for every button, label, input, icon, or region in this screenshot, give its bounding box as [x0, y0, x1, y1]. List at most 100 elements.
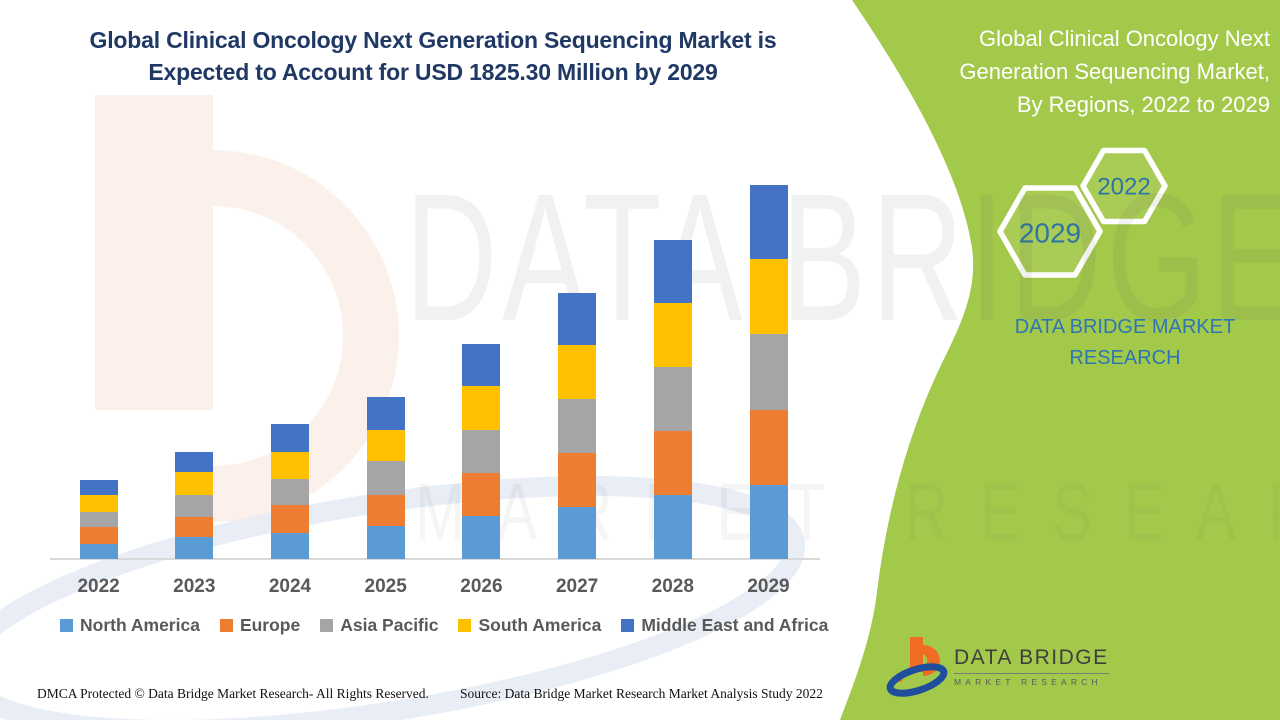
- bar-2028: [653, 239, 692, 559]
- bar-segment-south-america: [749, 259, 788, 335]
- side-panel-title-line2: Generation Sequencing Market,: [959, 59, 1270, 84]
- logo-name: DATA BRIDGE: [954, 646, 1109, 674]
- bar-2025: [366, 397, 405, 559]
- bar-segment-europe: [558, 452, 597, 508]
- page-title-line2: Expected to Account for USD 1825.30 Mill…: [148, 59, 718, 85]
- page-title: Global Clinical Oncology Next Generation…: [0, 24, 866, 88]
- hexagon-2022-label: 2022: [1097, 174, 1150, 201]
- bar-segment-asia-pacific: [558, 399, 597, 453]
- x-axis-label-2023: 2023: [173, 576, 216, 597]
- bar-segment-middle-east-and-africa: [749, 184, 788, 260]
- bar-2023: [175, 452, 214, 559]
- x-axis-label-2022: 2022: [77, 576, 120, 597]
- bar-segment-asia-pacific: [462, 430, 501, 474]
- x-axis-label-2025: 2025: [364, 576, 407, 597]
- logo-subtitle: MARKET RESEARCH: [954, 677, 1102, 687]
- data-bridge-logo-words: DATA BRIDGE MARKET RESEARCH: [954, 646, 1109, 687]
- x-axis-line: [50, 558, 820, 560]
- bar-segment-middle-east-and-africa: [175, 452, 214, 472]
- legend-swatch-icon: [458, 619, 472, 632]
- bar-segment-south-america: [558, 345, 597, 400]
- bar-segment-middle-east-and-africa: [79, 479, 118, 496]
- logo-b-watermark-stem: [95, 95, 213, 410]
- dmca-notice: DMCA Protected © Data Bridge Market Rese…: [37, 686, 429, 701]
- bar-segment-asia-pacific: [79, 511, 118, 528]
- bar-segment-asia-pacific: [653, 367, 692, 431]
- bar-segment-europe: [653, 430, 692, 495]
- bar-segment-europe: [79, 527, 118, 545]
- bar-segment-asia-pacific: [749, 334, 788, 410]
- legend-item-asia-pacific: Asia Pacific: [320, 615, 438, 636]
- legend-item-north-america: North America: [60, 615, 200, 636]
- bar-segment-north-america: [462, 515, 501, 559]
- x-axis-label-2027: 2027: [555, 576, 599, 597]
- brand-name-line2: RESEARCH: [1069, 347, 1181, 369]
- bar-segment-middle-east-and-africa: [271, 424, 309, 452]
- x-axis-label-2026: 2026: [460, 576, 503, 597]
- bar-2026: [462, 343, 501, 559]
- bar-segment-north-america: [79, 544, 118, 559]
- bar-segment-south-america: [653, 303, 692, 368]
- bar-segment-europe: [462, 473, 501, 516]
- legend-label: Asia Pacific: [340, 615, 439, 635]
- bar-segment-north-america: [653, 494, 692, 559]
- bar-segment-south-america: [462, 386, 501, 431]
- bar-segment-europe: [366, 494, 405, 526]
- legend-swatch-icon: [219, 619, 233, 632]
- bar-2022: [79, 479, 118, 559]
- legend-swatch-icon: [621, 619, 635, 632]
- bar-segment-south-america: [271, 451, 309, 480]
- bar-segment-north-america: [271, 532, 309, 559]
- bar-segment-middle-east-and-africa: [366, 397, 405, 431]
- bar-segment-north-america: [749, 485, 788, 559]
- bar-segment-europe: [271, 505, 309, 533]
- brand-name-text: DATA BRIDGE MARKET RESEARCH: [960, 312, 1280, 374]
- legend-item-europe: Europe: [219, 615, 301, 636]
- side-panel-title: Global Clinical Oncology Next Generation…: [900, 22, 1270, 121]
- bar-segment-asia-pacific: [271, 479, 309, 506]
- source-note: Source: Data Bridge Market Research Mark…: [460, 686, 823, 701]
- x-axis-label-2024: 2024: [268, 576, 312, 597]
- legend-label: Middle East and Africa: [641, 615, 829, 635]
- legend-label: North America: [80, 615, 200, 635]
- bar-segment-asia-pacific: [366, 460, 405, 495]
- legend-item-middle-east-and-africa: Middle East and Africa: [621, 615, 828, 636]
- chart-legend: North America Europe Asia Pacific South Ame…: [60, 615, 828, 636]
- logo-swoosh-watermark: [0, 476, 806, 720]
- bar-2027: [558, 292, 597, 559]
- bar-segment-south-america: [79, 495, 118, 512]
- bar-2029: [749, 184, 788, 559]
- legend-label: Europe: [239, 615, 301, 635]
- hexagon-2022: [1080, 147, 1168, 225]
- legend-swatch-icon: [60, 619, 73, 632]
- legend-label: South America: [478, 615, 602, 635]
- bar-segment-north-america: [366, 525, 405, 559]
- side-panel-title-line1: Global Clinical Oncology Next: [978, 26, 1270, 51]
- data-bridge-logo-icon: [886, 637, 948, 697]
- green-panel: [840, 0, 1280, 720]
- hexagon-2029: [997, 185, 1103, 278]
- bar-segment-north-america: [558, 507, 597, 559]
- legend-item-south-america: South America: [458, 615, 601, 636]
- x-axis-label-2028: 2028: [651, 576, 694, 597]
- bar-segment-middle-east-and-africa: [653, 239, 692, 304]
- data-bridge-logo: DATA BRIDGE MARKET RESEARCH: [885, 634, 1109, 702]
- hexagon-2029-label: 2029: [1019, 218, 1081, 249]
- bar-segment-north-america: [175, 537, 214, 559]
- bar-segment-south-america: [175, 471, 214, 496]
- brand-name-line1: DATA BRIDGE MARKET: [1014, 316, 1236, 338]
- bar-segment-middle-east-and-africa: [462, 343, 501, 387]
- bar-2024: [271, 424, 309, 559]
- legend-swatch-icon: [320, 619, 334, 632]
- bar-segment-asia-pacific: [175, 495, 214, 517]
- bar-segment-middle-east-and-africa: [558, 292, 597, 346]
- bar-segment-europe: [749, 409, 788, 486]
- page-title-line1: Global Clinical Oncology Next Generation…: [89, 27, 777, 53]
- side-panel-title-line3: By Regions, 2022 to 2029: [1016, 92, 1270, 117]
- bar-segment-europe: [175, 516, 214, 538]
- bar-segment-south-america: [366, 430, 405, 461]
- x-axis-label-2029: 2029: [747, 576, 790, 597]
